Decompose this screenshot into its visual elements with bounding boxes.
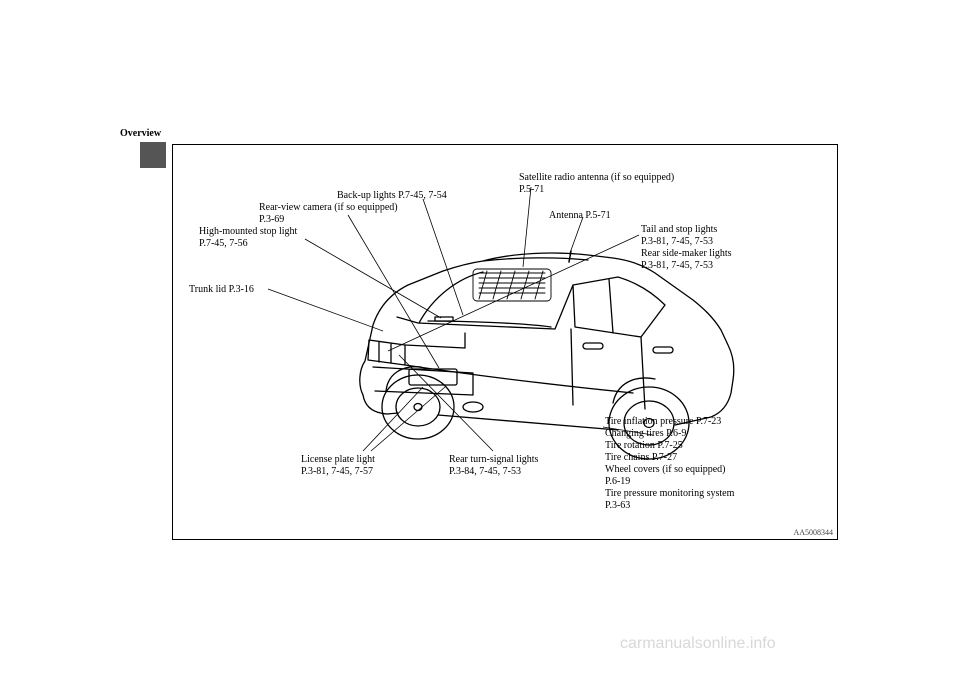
page-header: Overview xyxy=(120,128,161,139)
watermark: carmanualsonline.info xyxy=(620,635,776,653)
label-tire-8: P.3-63 xyxy=(605,499,630,512)
label-tailstop-4: P.3-81, 7-45, 7-53 xyxy=(641,259,713,272)
label-rearturn-2: P.3-84, 7-45, 7-53 xyxy=(449,465,521,478)
label-trunk: Trunk lid P.3-16 xyxy=(189,283,254,296)
diagram-frame: Back-up lights P.7-45, 7-54 Satellite ra… xyxy=(172,144,838,540)
section-tab xyxy=(140,142,166,168)
label-license-2: P.3-81, 7-45, 7-57 xyxy=(301,465,373,478)
label-antenna: Antenna P.5-71 xyxy=(549,209,611,222)
label-satellite-2: P.5-71 xyxy=(519,183,544,196)
document-id: AA5008344 xyxy=(793,528,833,537)
label-highmount-2: P.7-45, 7-56 xyxy=(199,237,248,250)
